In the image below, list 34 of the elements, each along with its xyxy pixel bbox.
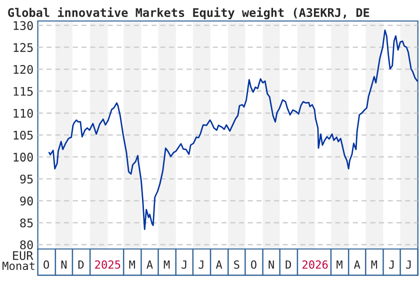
y-tick-label: 85 [20, 218, 33, 228]
x-axis-title: Monat [2, 262, 34, 270]
x-tick-label: M [129, 260, 135, 269]
x-tick-label: N [61, 260, 67, 269]
x-tick-label: J [406, 260, 411, 269]
x-tick-label: M [164, 260, 170, 269]
x-tick-label: 2025 [95, 260, 120, 269]
x-tick-label: M [371, 260, 378, 269]
chart-title: Global innovative Markets Equity weight (A3EKRJ, DE [8, 7, 370, 20]
y-tick-label: 110 [14, 108, 33, 118]
y-tick-label: 95 [20, 174, 33, 184]
y-tick-label: 125 [14, 43, 33, 52]
x-tick-label: M [336, 260, 342, 269]
x-tick-label: N [268, 260, 274, 269]
x-tick-label: J [198, 260, 204, 269]
y-tick-label: 80 [20, 240, 33, 250]
x-tick-label: S [234, 260, 240, 269]
y-tick-label: 130 [14, 21, 33, 30]
x-tick-label: D [286, 260, 292, 269]
y-tick-label: 115 [14, 87, 33, 96]
x-tick-label: 2026 [302, 260, 328, 269]
x-tick-label: O [44, 260, 50, 269]
x-tick-label: J [389, 260, 394, 269]
x-tick-label: A [216, 260, 222, 269]
x-tick-label: A [354, 260, 360, 269]
y-tick-label: 105 [14, 130, 33, 140]
y-axis-title: EUR [13, 251, 34, 260]
x-tick-label: O [250, 260, 256, 269]
x-tick-label: J [182, 260, 186, 269]
y-tick-label: 100 [14, 152, 33, 162]
y-tick-label: 120 [14, 64, 33, 74]
y-tick-label: 90 [20, 196, 33, 206]
x-tick-label: A [146, 260, 153, 269]
x-tick-label: D [78, 260, 84, 269]
